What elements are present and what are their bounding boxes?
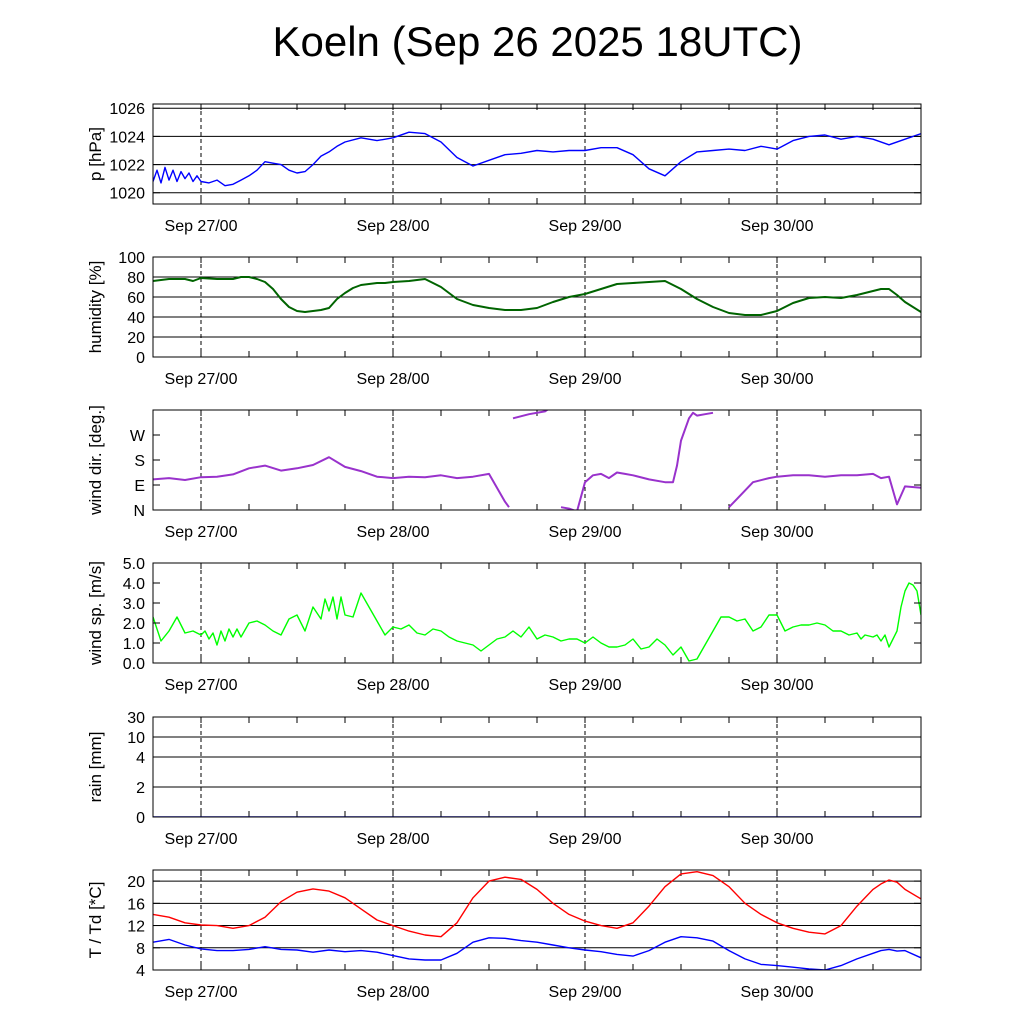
series-wind-direction: [560, 411, 714, 510]
y-tick-label: 0: [136, 810, 145, 827]
y-tick-label: 3.0: [123, 596, 145, 613]
series-wind-direction: [153, 456, 510, 508]
x-tick-label: Sep 27/00: [165, 524, 238, 541]
y-axis-title: T / Td [*C]: [86, 882, 105, 959]
series-t: [153, 871, 921, 938]
panel-humidity: 0 20 40 60 80 100 Sep 27/00 Sep 28/00 Sep 29/00 S…: [86, 250, 922, 388]
series-wind-speed: [153, 582, 921, 662]
panel-frame: [152, 256, 922, 358]
y-tick-label: 80: [127, 270, 145, 287]
series-humidity: [153, 276, 921, 316]
y-tick-label: 1024: [109, 129, 145, 146]
x-tick-label: Sep 29/00: [549, 524, 622, 541]
y-tick-label: 20: [127, 874, 145, 891]
series-group: [153, 276, 921, 316]
x-tick-label: Sep 28/00: [357, 371, 430, 388]
y-tick-label: 1026: [109, 101, 145, 118]
x-tick-label: Sep 27/00: [165, 984, 238, 1001]
x-tick-label: Sep 29/00: [549, 677, 622, 694]
x-tick-label: Sep 30/00: [741, 218, 814, 235]
x-tick-label: Sep 28/00: [357, 218, 430, 235]
panel-frame: [152, 869, 922, 971]
y-tick-label: 4: [136, 963, 145, 980]
y-tick-label: 8: [136, 941, 145, 958]
x-tick-label: Sep 30/00: [741, 524, 814, 541]
y-tick-label: 0.0: [123, 656, 145, 673]
y-tick-label: 4: [136, 750, 145, 767]
panel-frame: [152, 409, 922, 511]
y-axis-title: humidity [%]: [86, 261, 105, 354]
y-tick-label: 4.0: [123, 576, 145, 593]
y-tick-label: 0: [136, 350, 145, 367]
x-tick-label: Sep 30/00: [741, 831, 814, 848]
y-tick-label: 2.0: [123, 616, 145, 633]
y-tick-label: S: [134, 453, 145, 470]
y-tick-label: 1020: [109, 186, 145, 203]
x-tick-label: Sep 29/00: [549, 984, 622, 1001]
series-group: [153, 131, 921, 187]
y-tick-label: 1022: [109, 158, 145, 175]
x-tick-label: Sep 30/00: [741, 677, 814, 694]
y-tick-label: 12: [127, 919, 145, 936]
y-tick-label: 40: [127, 310, 145, 327]
series-p: [153, 131, 921, 187]
x-tick-label: Sep 28/00: [357, 831, 430, 848]
y-tick-label: 30: [127, 710, 145, 727]
x-tick-label: Sep 27/00: [165, 371, 238, 388]
x-tick-label: Sep 27/00: [165, 218, 238, 235]
x-tick-label: Sep 28/00: [357, 524, 430, 541]
y-tick-label: 16: [127, 896, 145, 913]
y-axis-title: wind sp. [m/s]: [86, 561, 105, 666]
x-tick-label: Sep 29/00: [549, 831, 622, 848]
y-tick-label: 100: [118, 250, 145, 267]
x-tick-label: Sep 30/00: [741, 371, 814, 388]
y-tick-label: 60: [127, 290, 145, 307]
x-tick-label: Sep 28/00: [357, 677, 430, 694]
panel-pressure: 1020 1022 1024 1026 Sep 27/00 Sep 28/00 Sep 29…: [86, 101, 922, 235]
x-tick-label: Sep 27/00: [165, 677, 238, 694]
series-group: [153, 582, 921, 662]
x-tick-label: Sep 28/00: [357, 984, 430, 1001]
y-tick-label: W: [130, 428, 146, 445]
x-tick-label: Sep 29/00: [549, 218, 622, 235]
y-tick-label: N: [133, 503, 145, 520]
y-axis-title: wind dir. [deg.]: [86, 405, 105, 516]
panel-wind-speed: 0.0 1.0 2.0 3.0 4.0 5.0 Sep 27/00 Sep 28/00 Sep …: [86, 556, 922, 694]
series-wind-direction: [512, 410, 549, 420]
y-axis-title: rain [mm]: [86, 732, 105, 803]
y-tick-label: 10: [127, 730, 145, 747]
y-tick-label: 5.0: [123, 556, 145, 573]
x-tick-label: Sep 27/00: [165, 831, 238, 848]
x-tick-label: Sep 30/00: [741, 984, 814, 1001]
panel-temperature: 4 8 12 16 20 Sep 27/00 Sep 28/00 Sep 29/00 Sep 3…: [86, 869, 922, 1001]
x-tick-label: Sep 29/00: [549, 371, 622, 388]
panel-frame: [152, 562, 922, 664]
series-group: [153, 410, 921, 510]
panel-rain: 0 2 4 10 30 Sep 27/00 Sep 28/00 Sep 29/00 Sep 30…: [86, 710, 922, 848]
y-axis-title: p [hPa]: [86, 127, 105, 181]
series-group: [153, 871, 921, 970]
chart-title: Koeln (Sep 26 2025 18UTC): [272, 18, 803, 65]
y-tick-label: 2: [136, 780, 145, 797]
y-tick-label: E: [134, 478, 145, 495]
panel-frame: [152, 103, 922, 205]
y-tick-label: 1.0: [123, 636, 145, 653]
panel-frame: [152, 716, 922, 818]
series-wind-direction: [728, 472, 921, 508]
y-tick-label: 20: [127, 330, 145, 347]
